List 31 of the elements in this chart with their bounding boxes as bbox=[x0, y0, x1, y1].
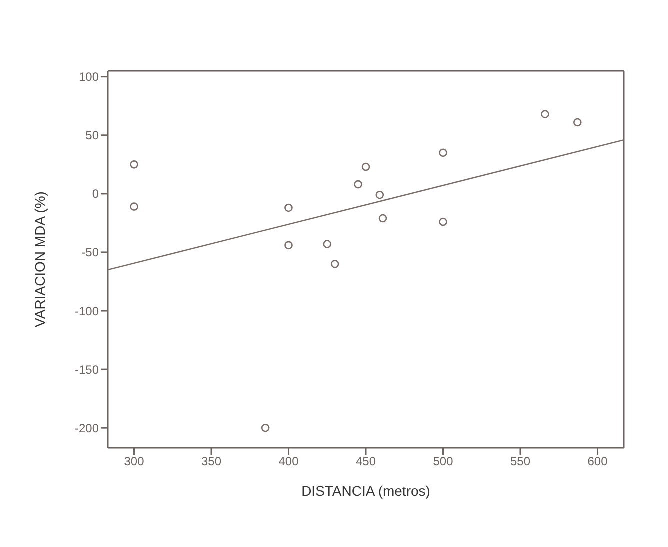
y-tick-label: 100 bbox=[78, 70, 100, 84]
y-tick-label: -150 bbox=[74, 362, 100, 377]
point bbox=[323, 240, 332, 248]
y-tick-label: 0 bbox=[92, 187, 100, 202]
point bbox=[362, 162, 370, 172]
x-tick-label: 400 bbox=[278, 454, 300, 469]
point bbox=[330, 260, 340, 268]
x-tick-label: 350 bbox=[201, 454, 222, 469]
point bbox=[376, 190, 384, 200]
y-tick-label: -50 bbox=[82, 246, 100, 260]
point bbox=[574, 118, 582, 127]
point bbox=[130, 160, 138, 169]
x-axis-title: DISTANCIA (metros) bbox=[302, 483, 430, 499]
point bbox=[378, 214, 388, 223]
y-tick-label: -200 bbox=[74, 421, 100, 436]
x-tick-label: 550 bbox=[510, 454, 531, 469]
point bbox=[354, 180, 362, 189]
y-tick-label: -100 bbox=[74, 304, 100, 318]
x-tick-label: 500 bbox=[433, 454, 454, 469]
y-axis-title: VARIACION MDA (%) bbox=[32, 192, 48, 328]
point bbox=[439, 148, 448, 158]
x-tick-label: 450 bbox=[356, 454, 376, 469]
point bbox=[439, 218, 448, 226]
point bbox=[284, 241, 293, 250]
point bbox=[541, 110, 550, 118]
point bbox=[261, 424, 270, 432]
point bbox=[284, 204, 293, 212]
x-tick-label: 300 bbox=[124, 454, 145, 469]
y-tick-label: 50 bbox=[86, 128, 100, 143]
x-tick-label: 600 bbox=[588, 454, 608, 469]
point bbox=[130, 202, 138, 211]
